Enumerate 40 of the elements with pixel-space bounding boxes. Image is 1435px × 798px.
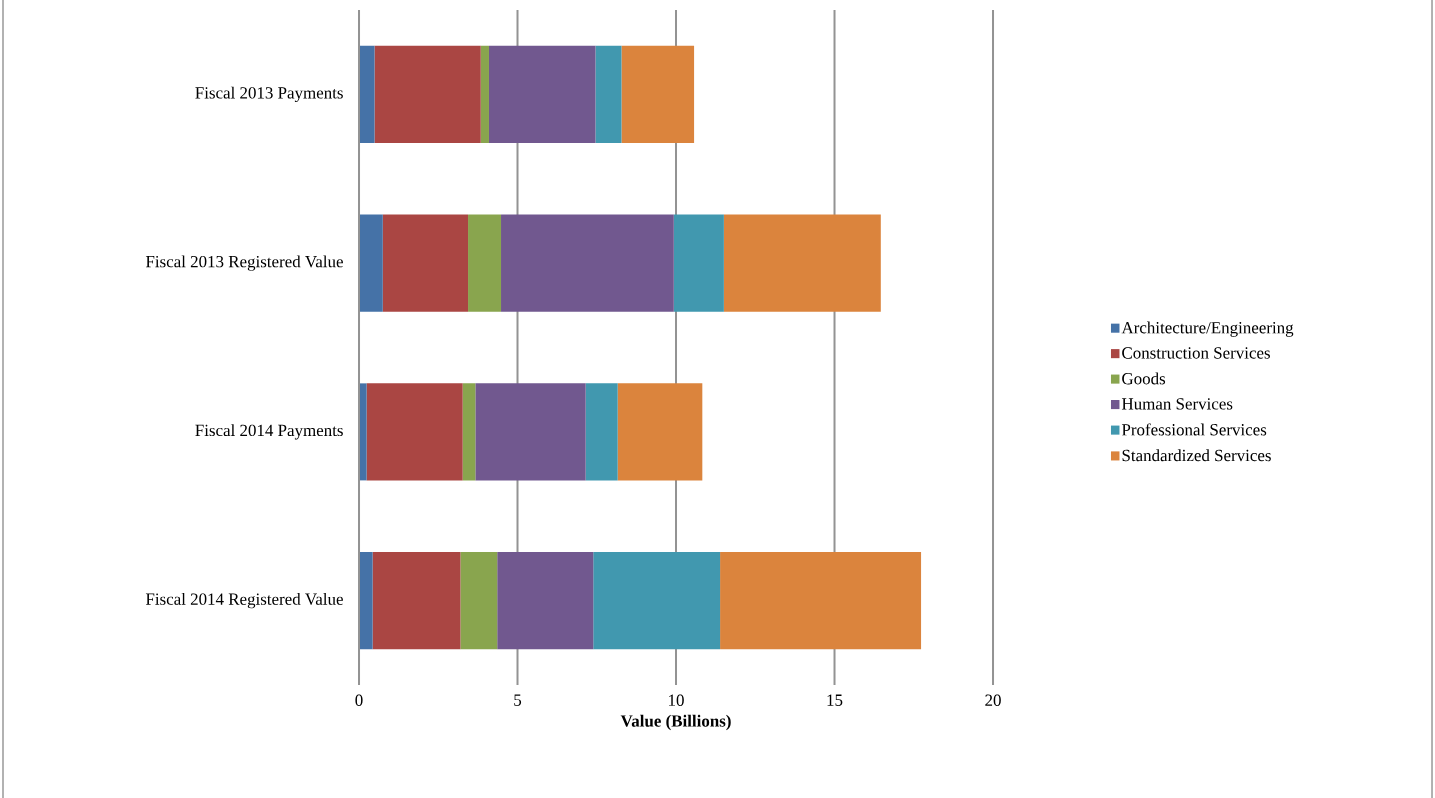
x-tick-label: 0 xyxy=(355,694,363,706)
bar xyxy=(488,45,596,143)
bar xyxy=(501,214,674,312)
y-tick-label: Fiscal 2013 Payments xyxy=(195,86,343,103)
bar xyxy=(460,552,498,650)
legend-label: Human Services xyxy=(1121,398,1233,410)
bar xyxy=(585,383,618,481)
bar xyxy=(497,552,594,650)
bar xyxy=(720,552,922,650)
bar xyxy=(595,45,622,143)
y-tick-label: Fiscal 2013 Registered Value xyxy=(145,255,343,271)
bar xyxy=(468,214,502,312)
bar xyxy=(382,214,469,312)
legend-label: Architecture/Engineering xyxy=(1121,321,1294,337)
bar xyxy=(475,383,586,481)
x-axis-title: Value (Billions) xyxy=(620,714,731,731)
bar xyxy=(359,552,373,650)
legend-label: Construction Services xyxy=(1122,347,1270,359)
bar xyxy=(359,45,375,143)
bar xyxy=(723,214,881,312)
bar xyxy=(366,383,463,481)
legend-label: Standardized Services xyxy=(1122,449,1271,462)
bar xyxy=(617,383,703,481)
bar xyxy=(621,45,695,143)
legend-label: Professional Services xyxy=(1121,423,1267,436)
bar xyxy=(593,552,721,650)
legend-label: Goods xyxy=(1122,372,1166,385)
x-tick-label: 20 xyxy=(985,694,1001,706)
x-tick-label: 15 xyxy=(827,694,843,706)
bar xyxy=(359,383,367,481)
bar xyxy=(374,45,481,143)
y-tick-label: Fiscal 2014 Payments xyxy=(195,424,343,440)
bar xyxy=(372,552,461,650)
x-tick-label: 5 xyxy=(514,694,522,706)
y-tick-label: Fiscal 2014 Registered Value xyxy=(145,592,343,609)
bar xyxy=(359,214,383,312)
x-tick-label: 10 xyxy=(669,694,684,706)
bar xyxy=(462,383,476,481)
bar xyxy=(480,45,489,143)
bar xyxy=(673,214,724,312)
